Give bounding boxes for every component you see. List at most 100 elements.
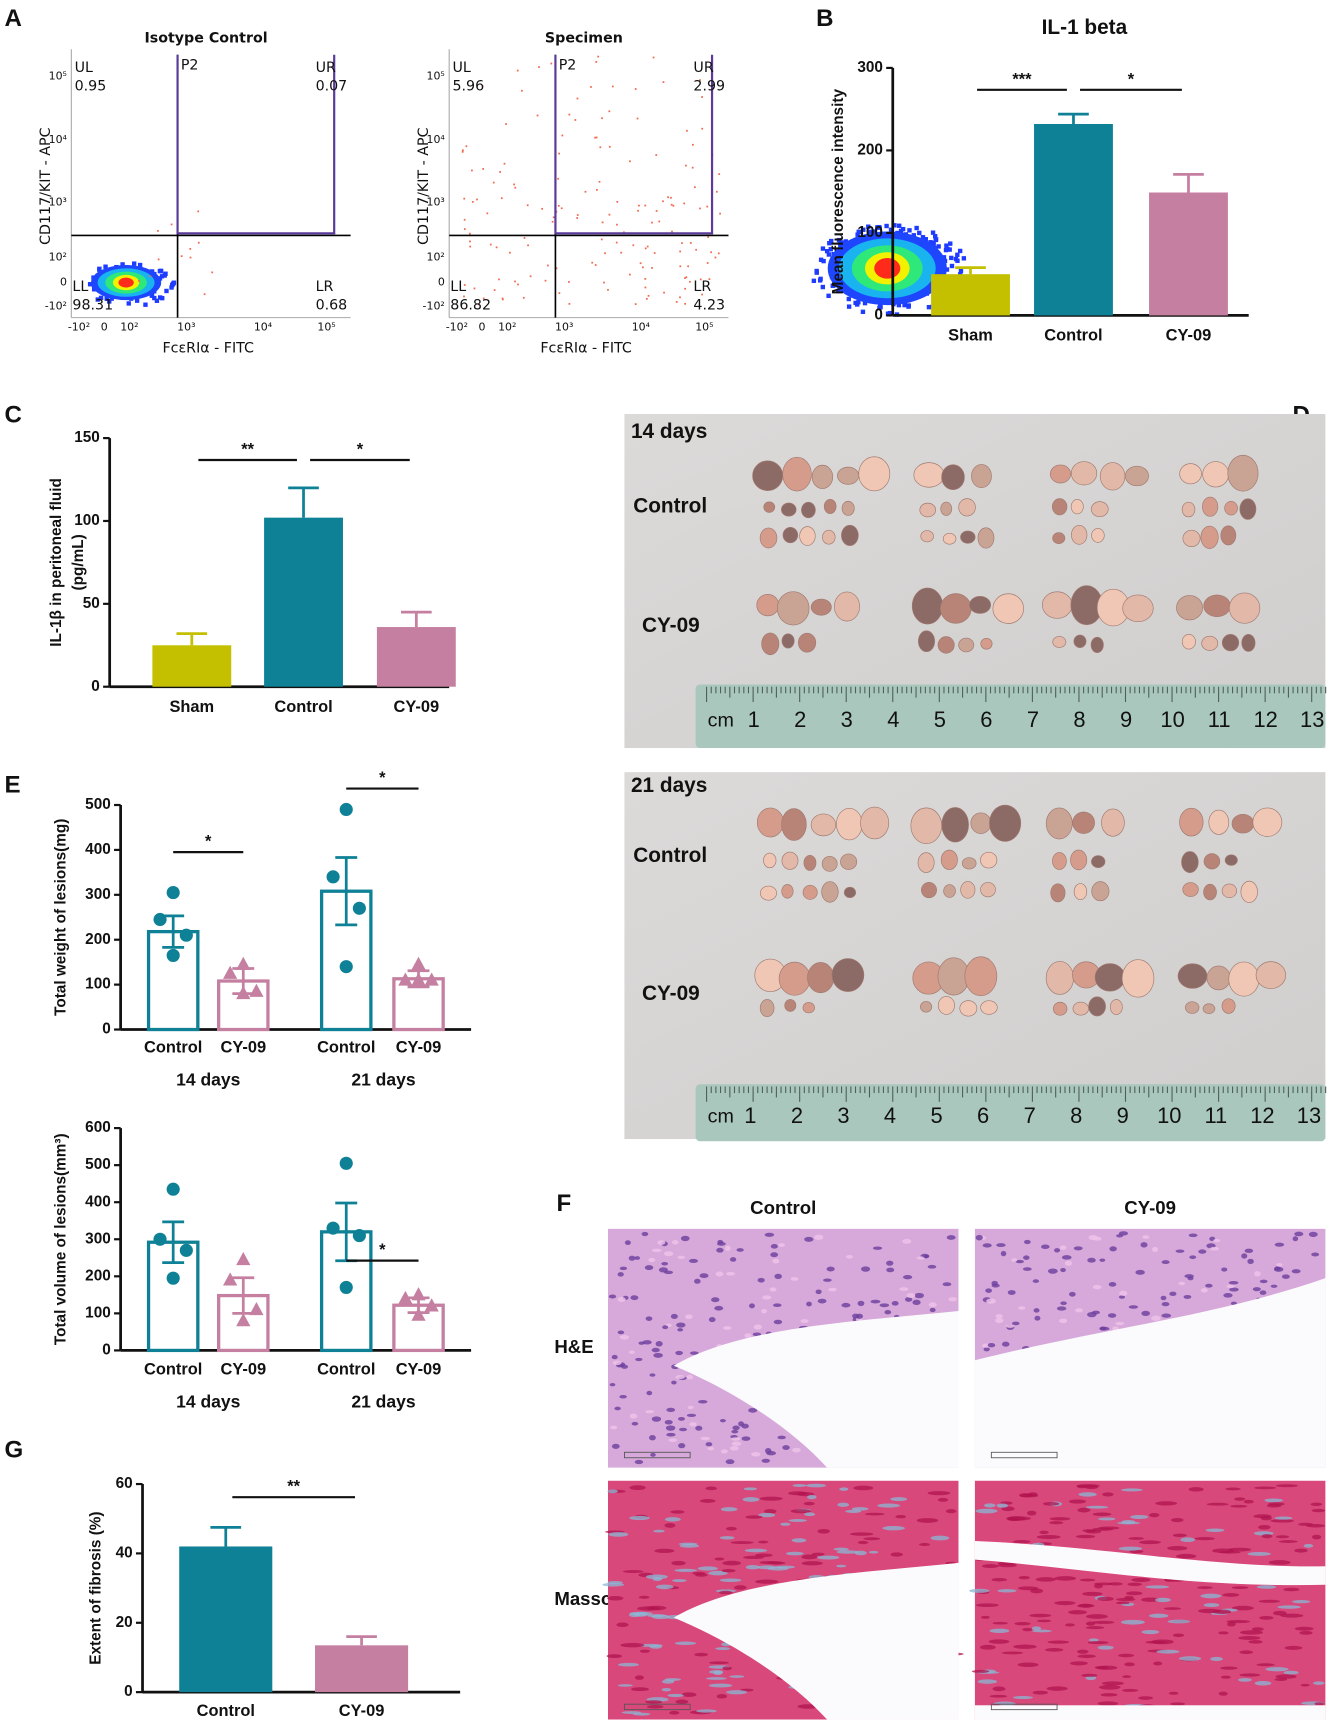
fiber bbox=[977, 1679, 998, 1684]
nucleus bbox=[649, 1373, 656, 1377]
nucleus bbox=[707, 1446, 715, 1451]
sparse-event bbox=[679, 265, 682, 268]
lesion bbox=[1202, 1003, 1216, 1014]
fiber bbox=[1054, 1576, 1077, 1581]
lesion bbox=[781, 502, 797, 517]
sparse-event bbox=[629, 160, 631, 163]
fiber bbox=[1265, 1667, 1289, 1672]
lesion bbox=[752, 460, 784, 491]
sparse-event bbox=[463, 197, 466, 200]
nucleus bbox=[1000, 1250, 1007, 1257]
lesion bbox=[860, 806, 890, 840]
fiber bbox=[1049, 1517, 1071, 1521]
lesion bbox=[1181, 633, 1196, 650]
fiber bbox=[715, 1647, 731, 1651]
sparse-event bbox=[514, 186, 517, 189]
sparse-event bbox=[651, 221, 653, 224]
event-dot bbox=[98, 295, 104, 301]
sparse-event bbox=[489, 243, 492, 246]
sparse-event bbox=[684, 287, 687, 290]
y-tick-label: -10² bbox=[423, 300, 445, 313]
quadrant-value: 0.07 bbox=[316, 79, 348, 95]
fiber bbox=[1092, 1620, 1115, 1624]
event-dot bbox=[866, 224, 871, 229]
fiber bbox=[672, 1579, 687, 1583]
quadrant-name: LR bbox=[316, 279, 334, 295]
quadrant-name: UR bbox=[316, 60, 336, 76]
lesion bbox=[1221, 883, 1238, 899]
event-dot bbox=[957, 248, 963, 254]
sparse-event bbox=[465, 145, 468, 148]
nucleus bbox=[695, 1425, 703, 1431]
y-tick-label: 0 bbox=[124, 1683, 133, 1700]
nucleus bbox=[982, 1243, 992, 1248]
nucleus bbox=[694, 1278, 701, 1284]
fiber bbox=[714, 1557, 725, 1561]
nucleus bbox=[1308, 1231, 1318, 1238]
lesion bbox=[1220, 525, 1237, 546]
nucleus bbox=[1141, 1310, 1151, 1317]
fiber bbox=[620, 1642, 645, 1648]
event-dot bbox=[920, 235, 926, 240]
y-axis-label: Mean fluorescence intensity bbox=[830, 89, 847, 295]
event-dot bbox=[884, 223, 889, 229]
data-point bbox=[411, 972, 426, 986]
nucleus bbox=[1011, 1258, 1018, 1262]
fiber bbox=[1085, 1505, 1109, 1509]
fiber bbox=[1248, 1640, 1263, 1644]
nucleus bbox=[1178, 1281, 1186, 1286]
sparse-event bbox=[646, 245, 649, 248]
nucleus bbox=[983, 1347, 990, 1352]
fiber bbox=[1039, 1530, 1049, 1535]
lesion bbox=[1179, 463, 1202, 485]
sparse-event bbox=[717, 252, 720, 255]
x-tick-label: Sham bbox=[948, 327, 993, 345]
y-tick-label: 0 bbox=[102, 1021, 111, 1038]
x-tick-label: 10² bbox=[498, 320, 516, 333]
fiber bbox=[1100, 1693, 1118, 1697]
sparse-event bbox=[611, 85, 614, 88]
nucleus bbox=[886, 1260, 894, 1266]
fiber bbox=[1036, 1534, 1061, 1539]
nucleus bbox=[1228, 1280, 1239, 1285]
event-dot bbox=[885, 311, 891, 316]
nucleus bbox=[778, 1243, 785, 1247]
sparse-event bbox=[590, 86, 592, 88]
event-dot bbox=[872, 229, 878, 234]
y-tick-label: 400 bbox=[85, 841, 111, 858]
ruler-number: 5 bbox=[934, 707, 946, 732]
nucleus bbox=[717, 1239, 724, 1244]
lesion bbox=[836, 807, 863, 841]
nucleus bbox=[1169, 1291, 1177, 1297]
nucleus bbox=[770, 1244, 778, 1249]
fiber bbox=[1176, 1553, 1197, 1559]
sparse-event bbox=[463, 284, 466, 286]
sparse-event bbox=[550, 62, 553, 65]
fiber bbox=[1275, 1535, 1290, 1539]
panel-label: A bbox=[5, 5, 22, 32]
fiber bbox=[621, 1711, 642, 1714]
data-point bbox=[223, 1272, 238, 1286]
fiber bbox=[839, 1487, 849, 1491]
nucleus bbox=[1128, 1305, 1139, 1309]
nucleus bbox=[664, 1420, 673, 1425]
sparse-event bbox=[608, 145, 611, 148]
lesion bbox=[1206, 965, 1231, 991]
bar bbox=[315, 1645, 409, 1693]
event-dot bbox=[944, 267, 950, 272]
y-tick-label: 10² bbox=[49, 250, 67, 263]
sparse-event bbox=[616, 200, 619, 203]
fiber bbox=[991, 1577, 1007, 1582]
nucleus bbox=[823, 1278, 832, 1282]
nucleus bbox=[1099, 1258, 1106, 1262]
lesion bbox=[840, 853, 858, 870]
lesion bbox=[960, 530, 976, 544]
fiber bbox=[1239, 1673, 1261, 1677]
nucleus bbox=[1254, 1270, 1261, 1277]
lesion bbox=[801, 501, 816, 519]
x-tick-label: CY-09 bbox=[396, 1360, 442, 1378]
data-point bbox=[339, 1156, 353, 1170]
lesion bbox=[937, 996, 955, 1015]
nucleus bbox=[782, 1445, 790, 1450]
lesion bbox=[841, 524, 859, 546]
